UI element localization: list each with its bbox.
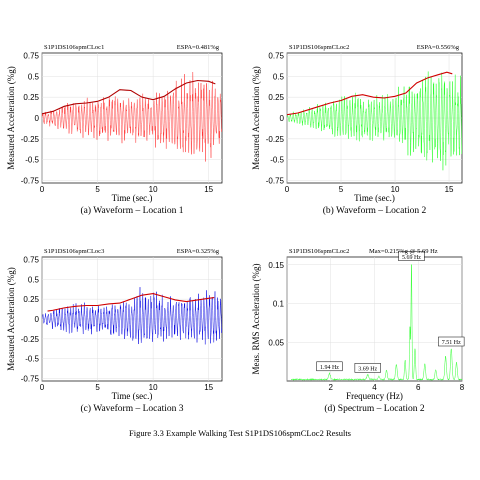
x-tick-label: 15: [204, 383, 213, 392]
y-tick-label: 0.75: [23, 255, 39, 264]
x-tick-label: 6: [416, 383, 421, 392]
y-tick-label: 0: [280, 114, 285, 123]
envelope-line: [42, 79, 216, 115]
x-tick-label: 4: [372, 383, 377, 392]
series-line: [42, 287, 222, 345]
y-tick-label: 0: [35, 315, 40, 324]
x-tick-label: 5: [95, 383, 100, 392]
chart-panel-2: 0 5 10 15 0.75 0.5 0.25 0 -0.25 -0.5 -0.75 S1P1DS10…: [251, 44, 463, 216]
y-tick-label: 0.5: [28, 275, 40, 284]
panel-header-right: ESPA=0.556%g: [417, 44, 460, 51]
peak-label: 1.94 Hz: [320, 365, 339, 371]
peak-label: 3.69 Hz: [358, 366, 377, 372]
y-tick-label: -0.5: [25, 156, 39, 165]
x-tick-label: 15: [445, 185, 454, 194]
y-tick-label: -0.25: [21, 135, 40, 144]
x-tick-label: 0: [285, 185, 290, 194]
y-tick-label: -0.75: [21, 177, 40, 186]
y-tick-label: -0.25: [21, 335, 40, 344]
y-axis-label: Meas. RMS Acceleration (%g): [251, 264, 261, 375]
y-tick-label: -0.5: [270, 156, 284, 165]
series-line: [287, 71, 462, 171]
panel-caption: (b) Waveform – Location 2: [323, 205, 427, 216]
peak-label: 7.51 Hz: [442, 340, 461, 346]
figure-caption: Figure 3.3 Example Walking Test S1P1DS10…: [129, 428, 351, 438]
chart-panel-1: 0 5 10 15 0.75 0.5 0.25 0 -0.25 -0.5 -0.75 S1P1DS10…: [6, 44, 223, 216]
peak-label-box: [316, 361, 343, 372]
y-tick-label: -0.75: [266, 177, 285, 186]
y-tick-label: -0.75: [21, 375, 40, 384]
x-tick-label: 15: [204, 185, 213, 194]
y-tick-label: 0.75: [268, 52, 284, 61]
x-tick-label: 10: [149, 185, 158, 194]
panel-caption: (d) Spectrum – Location 2: [324, 403, 425, 414]
peak-label-box: [354, 363, 381, 373]
panel-header-left: S1P1DS106spmCLoc2: [289, 44, 349, 51]
panel-caption: (a) Waveform – Location 1: [81, 205, 184, 216]
x-tick-label: 0: [40, 185, 45, 194]
y-tick-label: 0.05: [268, 338, 284, 347]
x-tick-label: 0: [40, 383, 45, 392]
chart-panel-3: 0 5 10 15 0.75 0.5 0.25 0 -0.25 -0.5 -0.75 S1P1DS10…: [6, 248, 223, 414]
envelope-line: [47, 292, 215, 312]
y-tick-label: 0.5: [28, 72, 40, 81]
data-layer: [287, 71, 462, 171]
y-axis-label: Measured Acceleration (%g): [6, 66, 16, 169]
y-tick-label: 0.1: [273, 300, 285, 309]
panel-header-right: ESPA=0.481%g: [177, 44, 220, 51]
data-layer: [42, 287, 222, 345]
x-axis-label: Time (sec.): [354, 193, 395, 203]
y-tick-label: -0.5: [25, 355, 39, 364]
x-tick-label: 2: [329, 383, 334, 392]
panel-header-left: S1P1DS106spmCLoc2: [289, 248, 349, 255]
y-tick-label: 0.25: [23, 295, 39, 304]
panel-header-right: Max=0.215%g @ 5.69 Hz: [369, 248, 438, 255]
series-line: [42, 72, 222, 162]
y-tick-label: 0: [35, 114, 40, 123]
data-layer: [42, 72, 222, 162]
peak-label: 5.69 Hz: [402, 255, 421, 261]
x-axis-label: Time (sec.): [112, 193, 153, 203]
y-axis-label: Measured Acceleration (%g): [251, 66, 261, 169]
envelope-line: [287, 71, 453, 116]
y-tick-label: 0.25: [23, 93, 39, 102]
y-tick-label: 0.15: [268, 261, 284, 270]
peak-label-box: [398, 251, 425, 261]
x-tick-label: 10: [149, 383, 158, 392]
x-tick-label: 5: [339, 185, 344, 194]
chart-panel-4: 2 4 6 8 0.15 0.1 0.05 1.94 Hz 3.69 Hz 5.69 Hz 7.51…: [251, 248, 465, 414]
y-axis-label: Measured Acceleration (%g): [6, 267, 16, 370]
panel-caption: (c) Waveform – Location 3: [81, 403, 184, 414]
y-tick-label: 0.25: [268, 93, 284, 102]
x-axis-label: Frequency (Hz): [346, 391, 403, 401]
peak-label-box: [438, 336, 465, 347]
y-tick-label: -0.25: [266, 135, 285, 144]
panel-header-left: S1P1DS106spmCLoc1: [44, 44, 104, 51]
x-tick-label: 5: [95, 185, 100, 194]
y-tick-label: 0.75: [23, 52, 39, 61]
x-tick-label: 10: [391, 185, 400, 194]
x-tick-label: 8: [460, 383, 465, 392]
panel-header-right: ESPA=0.325%g: [177, 248, 220, 255]
y-tick-label: 0.5: [273, 72, 285, 81]
data-layer: [291, 264, 462, 381]
series-line: [291, 264, 462, 381]
x-axis-label: Time (sec.): [112, 391, 153, 401]
panel-header-left: S1P1DS106spmCLoc3: [44, 248, 104, 255]
